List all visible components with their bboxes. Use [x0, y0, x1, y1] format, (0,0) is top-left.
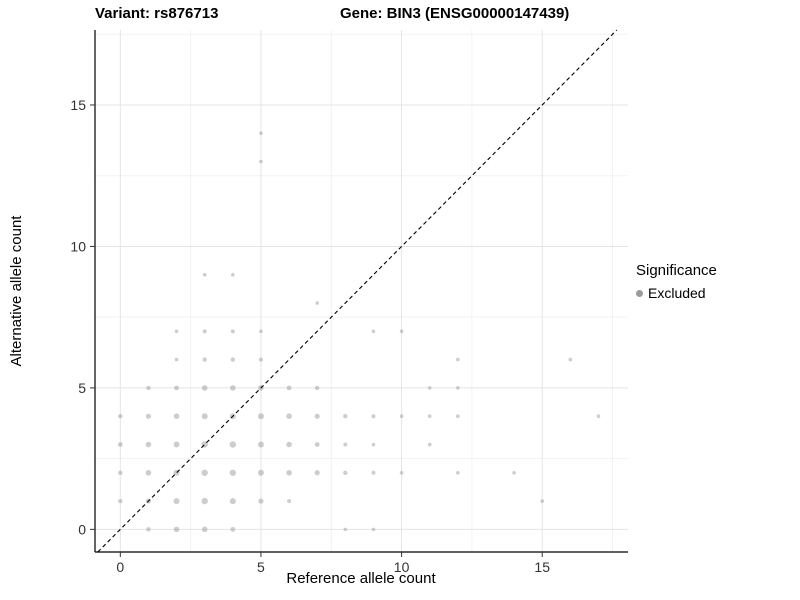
data-point	[371, 329, 376, 334]
data-point	[286, 385, 292, 391]
identity-line	[97, 29, 618, 553]
data-point	[287, 499, 292, 504]
data-point	[596, 414, 601, 418]
data-point	[371, 414, 376, 419]
data-point	[201, 469, 208, 476]
data-point	[286, 413, 292, 419]
data-point	[145, 469, 152, 476]
x-tick-label: 15	[534, 559, 550, 575]
data-point	[229, 469, 237, 476]
y-tick-label: 5	[78, 380, 86, 396]
data-point	[174, 329, 179, 334]
data-point	[202, 329, 207, 334]
data-point	[231, 272, 235, 277]
legend-item-excluded: Excluded	[636, 285, 717, 301]
data-point	[230, 329, 235, 334]
data-point	[258, 498, 264, 504]
data-point	[286, 469, 292, 476]
data-point	[343, 442, 348, 447]
data-point	[568, 357, 573, 362]
data-point	[456, 470, 460, 475]
data-point	[343, 527, 348, 532]
legend-marker-icon	[636, 289, 643, 297]
data-point	[456, 386, 460, 390]
data-point	[201, 385, 208, 391]
x-tick-label: 5	[257, 559, 265, 575]
data-point	[315, 301, 320, 305]
data-point	[427, 414, 432, 418]
data-point	[173, 526, 180, 533]
data-point	[230, 385, 236, 391]
data-point	[427, 386, 432, 390]
y-tick-label: 15	[70, 97, 86, 113]
data-point	[259, 159, 263, 164]
gene-title: Gene: BIN3 (ENSG00000147439)	[340, 5, 570, 22]
data-point	[146, 385, 151, 391]
legend-item-label: Excluded	[648, 285, 706, 301]
y-tick-label: 10	[70, 238, 86, 254]
data-point	[230, 526, 236, 532]
data-point	[314, 413, 320, 419]
data-point	[399, 329, 404, 334]
data-point	[259, 131, 263, 136]
data-point	[173, 413, 180, 419]
data-point	[229, 441, 237, 448]
y-axis-title: Alternative allele count	[8, 215, 25, 367]
data-point	[229, 498, 236, 505]
x-tick-label: 10	[394, 559, 410, 575]
data-point	[118, 498, 123, 504]
variant-title: Variant: rs876713	[95, 5, 219, 22]
data-point	[202, 272, 207, 277]
data-point	[399, 470, 404, 475]
data-point	[343, 413, 348, 419]
x-tick-label: 0	[116, 559, 124, 575]
data-point	[174, 385, 179, 391]
data-point	[202, 357, 207, 362]
data-point	[314, 442, 320, 447]
data-point	[258, 357, 263, 362]
data-point	[259, 329, 263, 334]
data-point	[371, 527, 376, 532]
data-point	[173, 498, 180, 505]
data-point	[371, 470, 376, 475]
data-point	[286, 441, 292, 448]
data-point	[257, 441, 264, 448]
data-point	[315, 385, 320, 391]
data-point	[146, 527, 151, 532]
data-point	[399, 414, 404, 418]
legend: Significance Excluded	[636, 262, 717, 301]
data-point	[201, 526, 208, 533]
data-point	[174, 357, 179, 362]
legend-title: Significance	[636, 262, 717, 279]
data-point	[540, 499, 545, 503]
data-point	[257, 469, 264, 476]
data-point	[257, 413, 264, 420]
data-point	[456, 357, 460, 362]
data-point	[512, 470, 516, 475]
data-point	[314, 470, 320, 476]
data-point	[427, 442, 432, 447]
data-point	[230, 357, 236, 362]
data-point	[456, 414, 460, 418]
data-point	[201, 413, 208, 420]
data-point	[145, 413, 152, 419]
data-point	[343, 470, 348, 475]
x-axis-title: Reference allele count	[286, 570, 436, 587]
y-tick-label: 0	[78, 521, 86, 537]
data-point	[118, 470, 123, 475]
data-point	[201, 497, 208, 505]
data-point	[118, 413, 123, 419]
data-point	[145, 441, 152, 448]
data-point	[371, 442, 376, 447]
data-point	[173, 441, 180, 448]
data-point	[117, 442, 123, 447]
